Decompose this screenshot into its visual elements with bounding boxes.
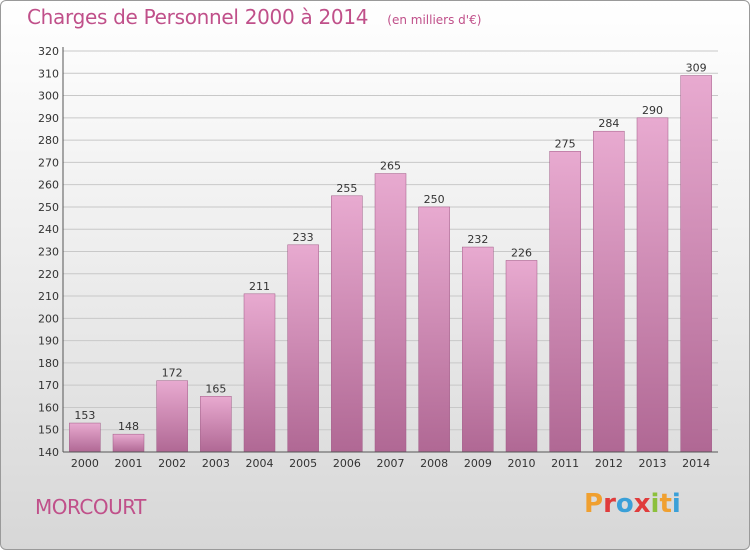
x-tick-label: 2002 bbox=[158, 457, 186, 470]
place-name: MORCOURT bbox=[35, 495, 146, 519]
bar-value-label: 290 bbox=[642, 104, 663, 117]
y-tick-label: 280 bbox=[38, 134, 59, 147]
bar-value-label: 284 bbox=[598, 117, 619, 130]
bar-value-label: 275 bbox=[555, 137, 576, 150]
y-tick-label: 200 bbox=[38, 312, 59, 325]
x-tick-label: 2008 bbox=[420, 457, 448, 470]
bar-value-label: 233 bbox=[293, 231, 314, 244]
bar-2011 bbox=[549, 151, 581, 453]
bar-value-label: 148 bbox=[118, 420, 139, 433]
title-row: Charges de Personnel 2000 à 2014 (en mil… bbox=[27, 5, 481, 29]
x-tick-label: 2013 bbox=[639, 457, 667, 470]
bar-2012 bbox=[593, 130, 625, 453]
y-tick-label: 160 bbox=[38, 401, 59, 414]
labels: 140 150 160 170 180 190 200 210 220 230 240 250 260 2… bbox=[38, 45, 710, 470]
bar-2000 bbox=[69, 422, 101, 453]
bar-value-label: 232 bbox=[467, 233, 488, 246]
bar-value-label: 265 bbox=[380, 160, 401, 173]
bar-value-label: 211 bbox=[249, 280, 270, 293]
y-tick-label: 190 bbox=[38, 335, 59, 348]
y-tick-label: 310 bbox=[38, 67, 59, 80]
axes bbox=[62, 47, 718, 453]
proxiti-logo: Proxiti bbox=[584, 489, 681, 519]
bar-2014 bbox=[680, 75, 712, 453]
bar-2004 bbox=[243, 293, 276, 453]
y-tick-label: 220 bbox=[38, 268, 59, 281]
bar-value-label: 226 bbox=[511, 246, 532, 259]
chart-title: Charges de Personnel 2000 à 2014 bbox=[27, 5, 369, 29]
y-tick-label: 150 bbox=[38, 424, 59, 437]
bar-2005 bbox=[287, 244, 319, 453]
x-tick-label: 2010 bbox=[508, 457, 536, 470]
bar-value-label: 153 bbox=[74, 409, 95, 422]
y-tick-label: 260 bbox=[38, 179, 59, 192]
bar-2007 bbox=[374, 173, 407, 453]
y-tick-label: 290 bbox=[38, 112, 59, 125]
bar-value-label: 309 bbox=[686, 62, 707, 75]
y-tick-label: 170 bbox=[38, 379, 59, 392]
y-tick-label: 230 bbox=[38, 246, 59, 259]
bar-2013 bbox=[636, 117, 669, 453]
bar-2008 bbox=[418, 206, 450, 453]
bar-value-label: 250 bbox=[424, 193, 445, 206]
y-tick-label: 180 bbox=[38, 357, 59, 370]
y-tick-label: 210 bbox=[38, 290, 59, 303]
x-tick-label: 2011 bbox=[551, 457, 579, 470]
bar-value-label: 172 bbox=[162, 367, 183, 380]
bar-2002 bbox=[156, 380, 188, 453]
bar-2010 bbox=[505, 260, 538, 453]
x-tick-label: 2005 bbox=[289, 457, 317, 470]
x-tick-label: 2009 bbox=[464, 457, 492, 470]
x-tick-label: 2004 bbox=[246, 457, 274, 470]
x-tick-label: 2006 bbox=[333, 457, 361, 470]
x-tick-label: 2003 bbox=[202, 457, 230, 470]
y-tick-label: 270 bbox=[38, 156, 59, 169]
bar-2001 bbox=[112, 433, 145, 453]
chart-unit: (en milliers d'€) bbox=[387, 13, 482, 27]
x-tick-label: 2000 bbox=[71, 457, 99, 470]
x-tick-label: 2007 bbox=[377, 457, 405, 470]
y-tick-label: 250 bbox=[38, 201, 59, 214]
y-tick-label: 140 bbox=[38, 446, 59, 459]
x-tick-label: 2001 bbox=[115, 457, 143, 470]
y-tick-label: 320 bbox=[38, 45, 59, 58]
bar-2003 bbox=[200, 396, 232, 453]
bar-2009 bbox=[462, 246, 494, 453]
bar-value-label: 165 bbox=[205, 382, 226, 395]
bar-2006 bbox=[331, 195, 363, 453]
y-tick-label: 240 bbox=[38, 223, 59, 236]
x-tick-label: 2014 bbox=[682, 457, 710, 470]
x-tick-label: 2012 bbox=[595, 457, 623, 470]
bars bbox=[69, 75, 712, 453]
y-tick-label: 300 bbox=[38, 90, 59, 103]
bar-value-label: 255 bbox=[336, 182, 357, 195]
